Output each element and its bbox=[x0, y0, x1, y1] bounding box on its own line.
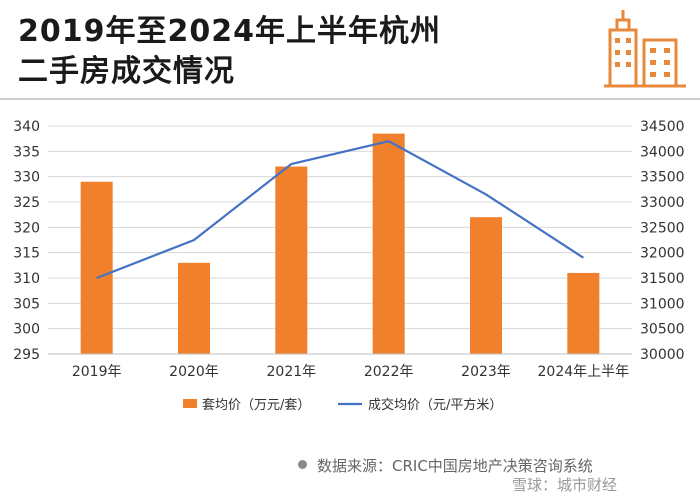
bar bbox=[178, 262, 210, 354]
header-divider bbox=[0, 98, 700, 100]
line-series bbox=[96, 140, 584, 280]
y-right-tick-label: 30000 bbox=[640, 347, 685, 363]
x-tick-label: 2022年 bbox=[364, 364, 414, 380]
y-axis-left: 295 300 305 310 315 320 325 330 335 340 bbox=[13, 119, 40, 363]
y-left-tick-label: 300 bbox=[13, 322, 40, 338]
y-axis-right: 30000 30500 31000 31500 32000 32500 33000 33500… bbox=[640, 119, 685, 363]
x-tick-label: 2021年 bbox=[267, 364, 317, 380]
x-tick-label: 2020年 bbox=[169, 364, 219, 380]
y-left-tick-label: 305 bbox=[13, 296, 40, 312]
watermark: 雪球：城市财经 bbox=[512, 476, 618, 494]
y-left-tick-label: 315 bbox=[13, 246, 40, 262]
y-right-tick-label: 33000 bbox=[640, 195, 685, 211]
bar bbox=[372, 133, 405, 354]
bar-series bbox=[80, 133, 600, 354]
y-right-tick-label: 34000 bbox=[640, 144, 685, 160]
y-right-tick-label: 30500 bbox=[640, 322, 685, 338]
title-line-1: 2019年至2024年上半年杭州 bbox=[18, 14, 441, 49]
gridlines bbox=[48, 125, 632, 355]
y-right-tick-label: 33500 bbox=[640, 170, 685, 186]
y-right-tick-label: 31500 bbox=[640, 271, 685, 287]
x-axis: 2019年 2020年 2021年 2022年 2023年 2024年上半年 bbox=[48, 353, 632, 380]
x-tick-label: 2023年 bbox=[461, 364, 511, 380]
x-tick-label: 2024年上半年 bbox=[538, 364, 630, 380]
y-left-tick-label: 295 bbox=[13, 347, 40, 363]
source-text: 数据来源：CRIC中国房地产决策咨询系统 bbox=[317, 457, 593, 475]
legend-bar-label: 套均价（万元/套） bbox=[202, 397, 310, 413]
y-right-tick-label: 32000 bbox=[640, 246, 685, 262]
bullet-dot bbox=[298, 460, 307, 469]
y-left-tick-label: 340 bbox=[13, 119, 40, 135]
y-right-tick-label: 34500 bbox=[640, 119, 685, 135]
city-buildings-icon bbox=[604, 10, 686, 88]
bar bbox=[470, 217, 502, 354]
y-right-tick-label: 32500 bbox=[640, 220, 685, 236]
x-tick-label: 2019年 bbox=[72, 364, 122, 380]
legend: 套均价（万元/套） 成交均价（元/平方米） bbox=[183, 397, 502, 413]
y-right-tick-label: 31000 bbox=[640, 296, 685, 312]
bar bbox=[567, 272, 600, 354]
y-left-tick-label: 325 bbox=[13, 195, 40, 211]
y-left-tick-label: 335 bbox=[13, 144, 40, 160]
chart: 295 300 305 310 315 320 325 330 335 340 30000 3050… bbox=[13, 119, 685, 413]
legend-bar-swatch bbox=[183, 399, 197, 408]
y-left-tick-label: 310 bbox=[13, 271, 40, 287]
series-line bbox=[96, 140, 584, 280]
y-left-tick-label: 330 bbox=[13, 170, 40, 186]
page-title: 2019年至2024年上半年杭州 二手房成交情况 bbox=[18, 12, 538, 92]
y-left-tick-label: 320 bbox=[13, 220, 40, 236]
bar bbox=[80, 181, 113, 354]
bar bbox=[275, 166, 308, 354]
legend-line-label: 成交均价（元/平方米） bbox=[368, 397, 502, 413]
title-line-2: 二手房成交情况 bbox=[18, 54, 235, 89]
data-source: 数据来源：CRIC中国房地产决策咨询系统 bbox=[298, 455, 593, 476]
